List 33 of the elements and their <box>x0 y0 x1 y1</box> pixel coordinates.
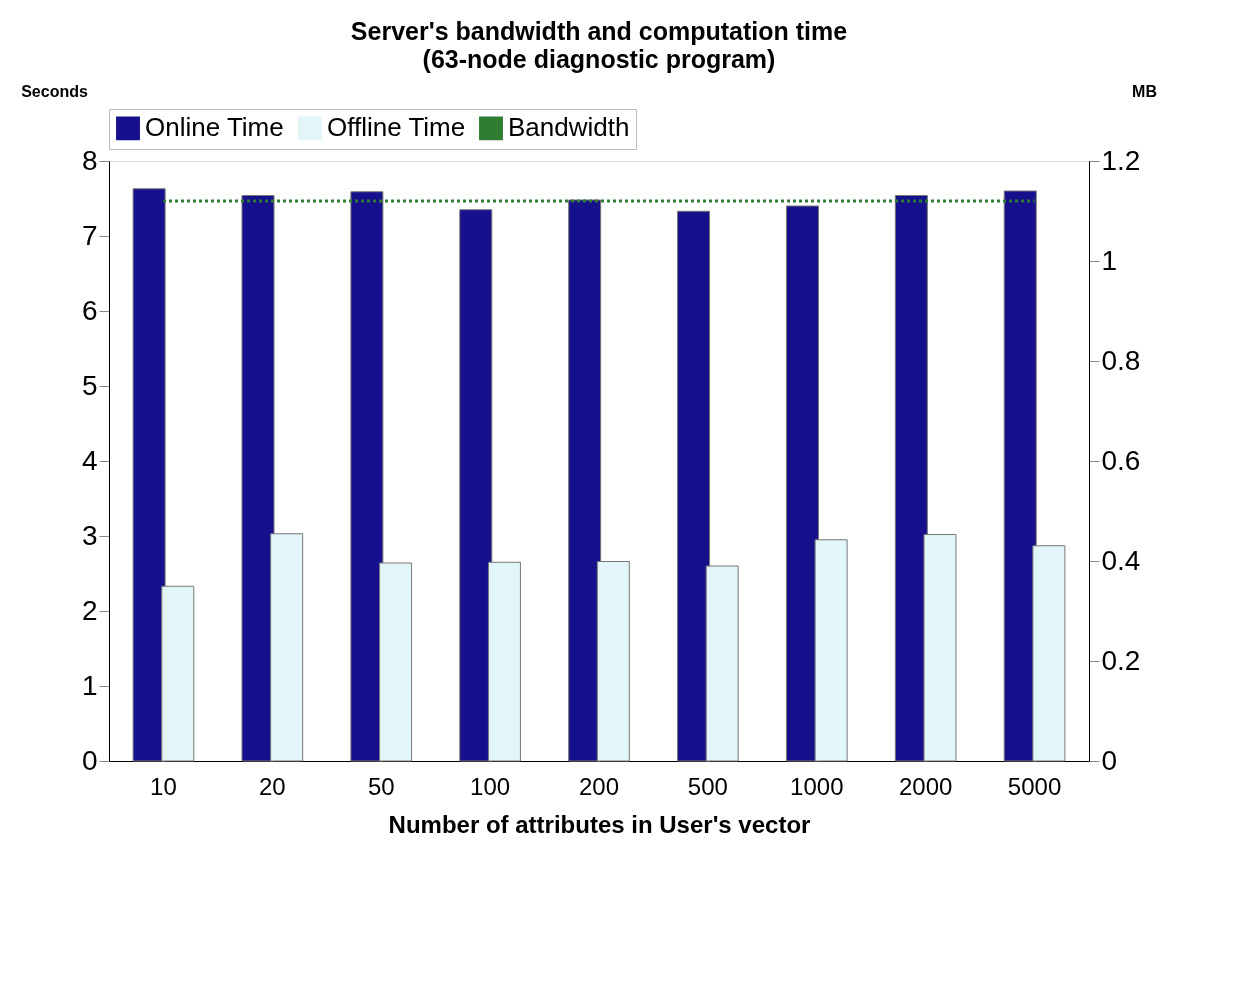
chart-subtitle: (63-node diagnostic program) <box>422 45 776 73</box>
x-tick-label: 200 <box>578 772 620 800</box>
y-tick-label: 5 <box>81 369 98 401</box>
x-tick-label: 10 <box>150 772 177 800</box>
x-tick-label: 1000 <box>790 772 844 800</box>
y2-tick-label: 0 <box>1101 744 1118 776</box>
y-tick-label: 7 <box>81 219 98 251</box>
y2-tick-label: 0.2 <box>1101 644 1141 676</box>
legend-label: Offline Time <box>327 112 466 143</box>
y-tick-label: 2 <box>81 594 98 626</box>
legend-label: Online Time <box>145 112 284 143</box>
y-tick-label: 0 <box>81 744 98 776</box>
x-tick-label: 2000 <box>898 772 953 800</box>
x-tick-label: 100 <box>470 772 511 800</box>
x-axis-title: Number of attributes in User's vector <box>388 810 811 838</box>
y2-tick-label: 0.4 <box>1101 544 1141 576</box>
y-tick-label: 8 <box>81 144 98 176</box>
y2-axis-title: MB <box>1132 82 1157 100</box>
x-tick-label: 50 <box>367 772 395 800</box>
x-tick-label: 5000 <box>1007 772 1062 800</box>
y2-tick-label: 1 <box>1101 244 1118 276</box>
y-axis-title: Seconds <box>21 82 88 100</box>
chart-title: Server's bandwidth and computation time <box>350 17 848 45</box>
y-tick-label: 6 <box>81 294 98 326</box>
y-tick-label: 1 <box>81 669 98 701</box>
x-tick-label: 500 <box>687 772 728 800</box>
x-tick-label: 20 <box>258 772 286 800</box>
y2-tick-label: 0.8 <box>1101 344 1141 376</box>
legend-label: Bandwidth <box>508 112 630 143</box>
y2-tick-label: 0.6 <box>1101 444 1141 476</box>
y2-tick-label: 1.2 <box>1101 144 1141 176</box>
y-tick-label: 4 <box>81 444 98 476</box>
y-tick-label: 3 <box>81 519 98 551</box>
